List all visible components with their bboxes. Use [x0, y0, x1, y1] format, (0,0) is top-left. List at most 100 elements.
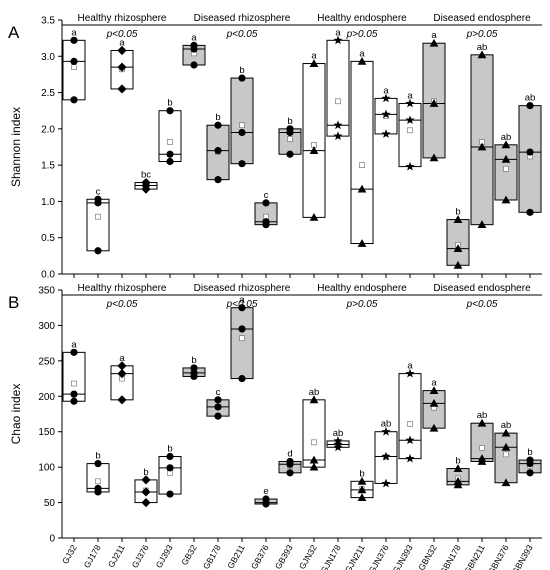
x-tick-label: GJN211 [343, 543, 367, 570]
data-point [477, 50, 487, 59]
data-point [477, 220, 487, 229]
data-point [501, 478, 511, 487]
data-point [429, 153, 439, 162]
data-point [70, 397, 78, 405]
data-point [286, 150, 294, 158]
data-point [286, 460, 294, 468]
data-point [405, 453, 415, 463]
significance-letter: b [191, 355, 196, 366]
data-point [357, 56, 367, 65]
data-point [477, 142, 487, 151]
data-point [453, 260, 463, 269]
data-point [214, 403, 222, 411]
data-point [94, 247, 102, 255]
mean-marker [407, 127, 413, 134]
x-tick-label: GB178 [201, 543, 223, 570]
x-tick-label: GJ393 [154, 543, 175, 570]
data-point [214, 412, 222, 420]
data-point [190, 372, 198, 381]
x-tick-label: GJ376 [130, 543, 151, 570]
data-point [262, 500, 270, 508]
data-point [94, 199, 102, 207]
data-point [405, 161, 415, 171]
data-point [94, 460, 102, 468]
data-point [141, 487, 151, 497]
data-point [70, 348, 78, 356]
y-tick-label: 2.0 [41, 124, 55, 135]
box-GJN393 [398, 373, 422, 460]
significance-letter: a [311, 51, 317, 62]
group-pvalue: p<0.05 [226, 29, 258, 40]
mean-marker [95, 478, 101, 485]
data-point [333, 35, 343, 45]
significance-letter: a [71, 27, 77, 38]
mean-marker [71, 64, 77, 70]
box-GJN393 [398, 102, 422, 168]
group-title: Diseased endosphere [433, 13, 531, 24]
significance-letter: b [167, 98, 172, 109]
data-point [117, 395, 127, 405]
x-tick-label: GB393 [273, 543, 295, 570]
data-point [309, 395, 319, 404]
group-pvalue: p>0.05 [466, 29, 498, 40]
data-point [526, 460, 534, 468]
significance-letter: b [359, 468, 364, 479]
x-tick-label: GBN393 [510, 543, 535, 570]
significance-letter: a [191, 32, 197, 43]
significance-letter: c [264, 190, 269, 201]
data-point [429, 99, 439, 107]
mean-marker [239, 335, 245, 341]
group-title: Diseased rhizosphere [194, 13, 291, 24]
box-GB211 [230, 307, 254, 380]
data-point [70, 390, 78, 398]
data-point [190, 61, 198, 69]
data-point [501, 195, 511, 204]
significance-letter: a [407, 90, 413, 101]
data-point [429, 386, 439, 395]
x-tick-label: GJN376 [366, 543, 390, 570]
y-tick-label: 1.0 [41, 197, 55, 208]
data-point [405, 368, 415, 378]
data-point [477, 418, 487, 427]
mean-marker [359, 162, 365, 168]
mean-marker [95, 213, 101, 220]
data-point [262, 199, 270, 207]
significance-letter: c [96, 186, 101, 197]
significance-letter: e [263, 486, 268, 497]
data-point [262, 221, 270, 229]
significance-letter: b [215, 112, 220, 123]
data-point [214, 121, 222, 129]
significance-letter: b [143, 467, 148, 478]
group-title: Healthy rhizosphere [78, 283, 167, 294]
mean-marker [287, 136, 293, 142]
y-axis-label: Shannon index [9, 107, 23, 187]
x-tick-label: GB211 [225, 543, 247, 570]
y-tick-label: 250 [38, 356, 55, 367]
significance-letter: ab [477, 410, 488, 421]
data-point [238, 128, 246, 137]
box-GBN376 [494, 432, 518, 484]
data-point [141, 497, 151, 508]
data-point [70, 96, 78, 104]
data-point [357, 476, 367, 485]
significance-letter: b [95, 451, 100, 462]
box-GJ32 [62, 39, 86, 101]
significance-letter: a [359, 48, 365, 59]
data-point [453, 244, 463, 252]
data-point [238, 325, 246, 333]
panel-label-B: B [8, 293, 19, 312]
data-point [238, 74, 246, 82]
mean-marker [407, 421, 413, 427]
group-title: Healthy rhizosphere [78, 13, 167, 24]
data-point [309, 146, 319, 155]
group-title: Healthy endosphere [317, 283, 407, 294]
data-point [405, 435, 415, 445]
significance-letter: a [119, 353, 125, 364]
data-point [526, 102, 534, 110]
data-point [381, 451, 391, 461]
significance-letter: a [431, 378, 437, 389]
data-point [526, 469, 534, 477]
data-point [429, 38, 439, 47]
data-point [381, 426, 391, 436]
